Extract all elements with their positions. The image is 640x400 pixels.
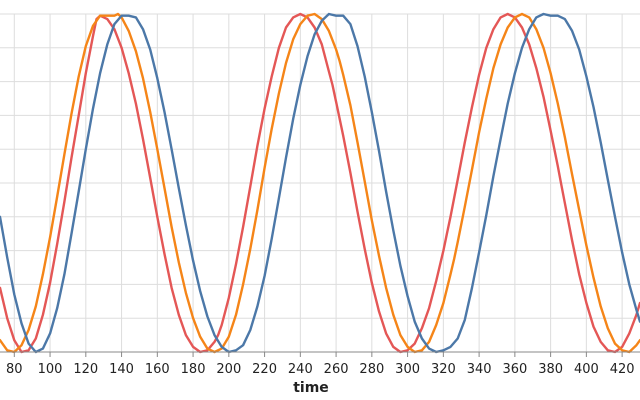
chart-grid <box>0 13 640 353</box>
x-tick-label: 240 <box>288 362 313 377</box>
x-tick-label: 320 <box>431 362 456 377</box>
x-tick-label: 180 <box>181 362 206 377</box>
x-tick-label: 300 <box>395 362 420 377</box>
x-tick-label: 260 <box>324 362 349 377</box>
x-axis-title: time <box>293 380 329 396</box>
x-tick-label: 100 <box>38 362 63 377</box>
x-tick-label: 360 <box>502 362 527 377</box>
x-axis: 80 100 120 140 160 180 200 220 240 260 280 300 320 34… <box>6 352 635 377</box>
series-line-2 <box>0 12 640 354</box>
x-tick-label: 120 <box>73 362 98 377</box>
x-tick-label: 200 <box>216 362 241 377</box>
x-tick-label: 160 <box>145 362 170 377</box>
series-line-3 <box>0 12 640 354</box>
x-tick-label: 420 <box>610 362 635 377</box>
series-line-1 <box>0 12 640 354</box>
x-tick-label: 80 <box>6 362 23 377</box>
x-tick-label: 280 <box>359 362 384 377</box>
x-tick-label: 220 <box>252 362 277 377</box>
x-tick-label: 380 <box>538 362 563 377</box>
x-tick-label: 400 <box>574 362 599 377</box>
x-tick-label: 340 <box>467 362 492 377</box>
x-tick-label: 140 <box>109 362 134 377</box>
series-layer <box>0 12 640 354</box>
